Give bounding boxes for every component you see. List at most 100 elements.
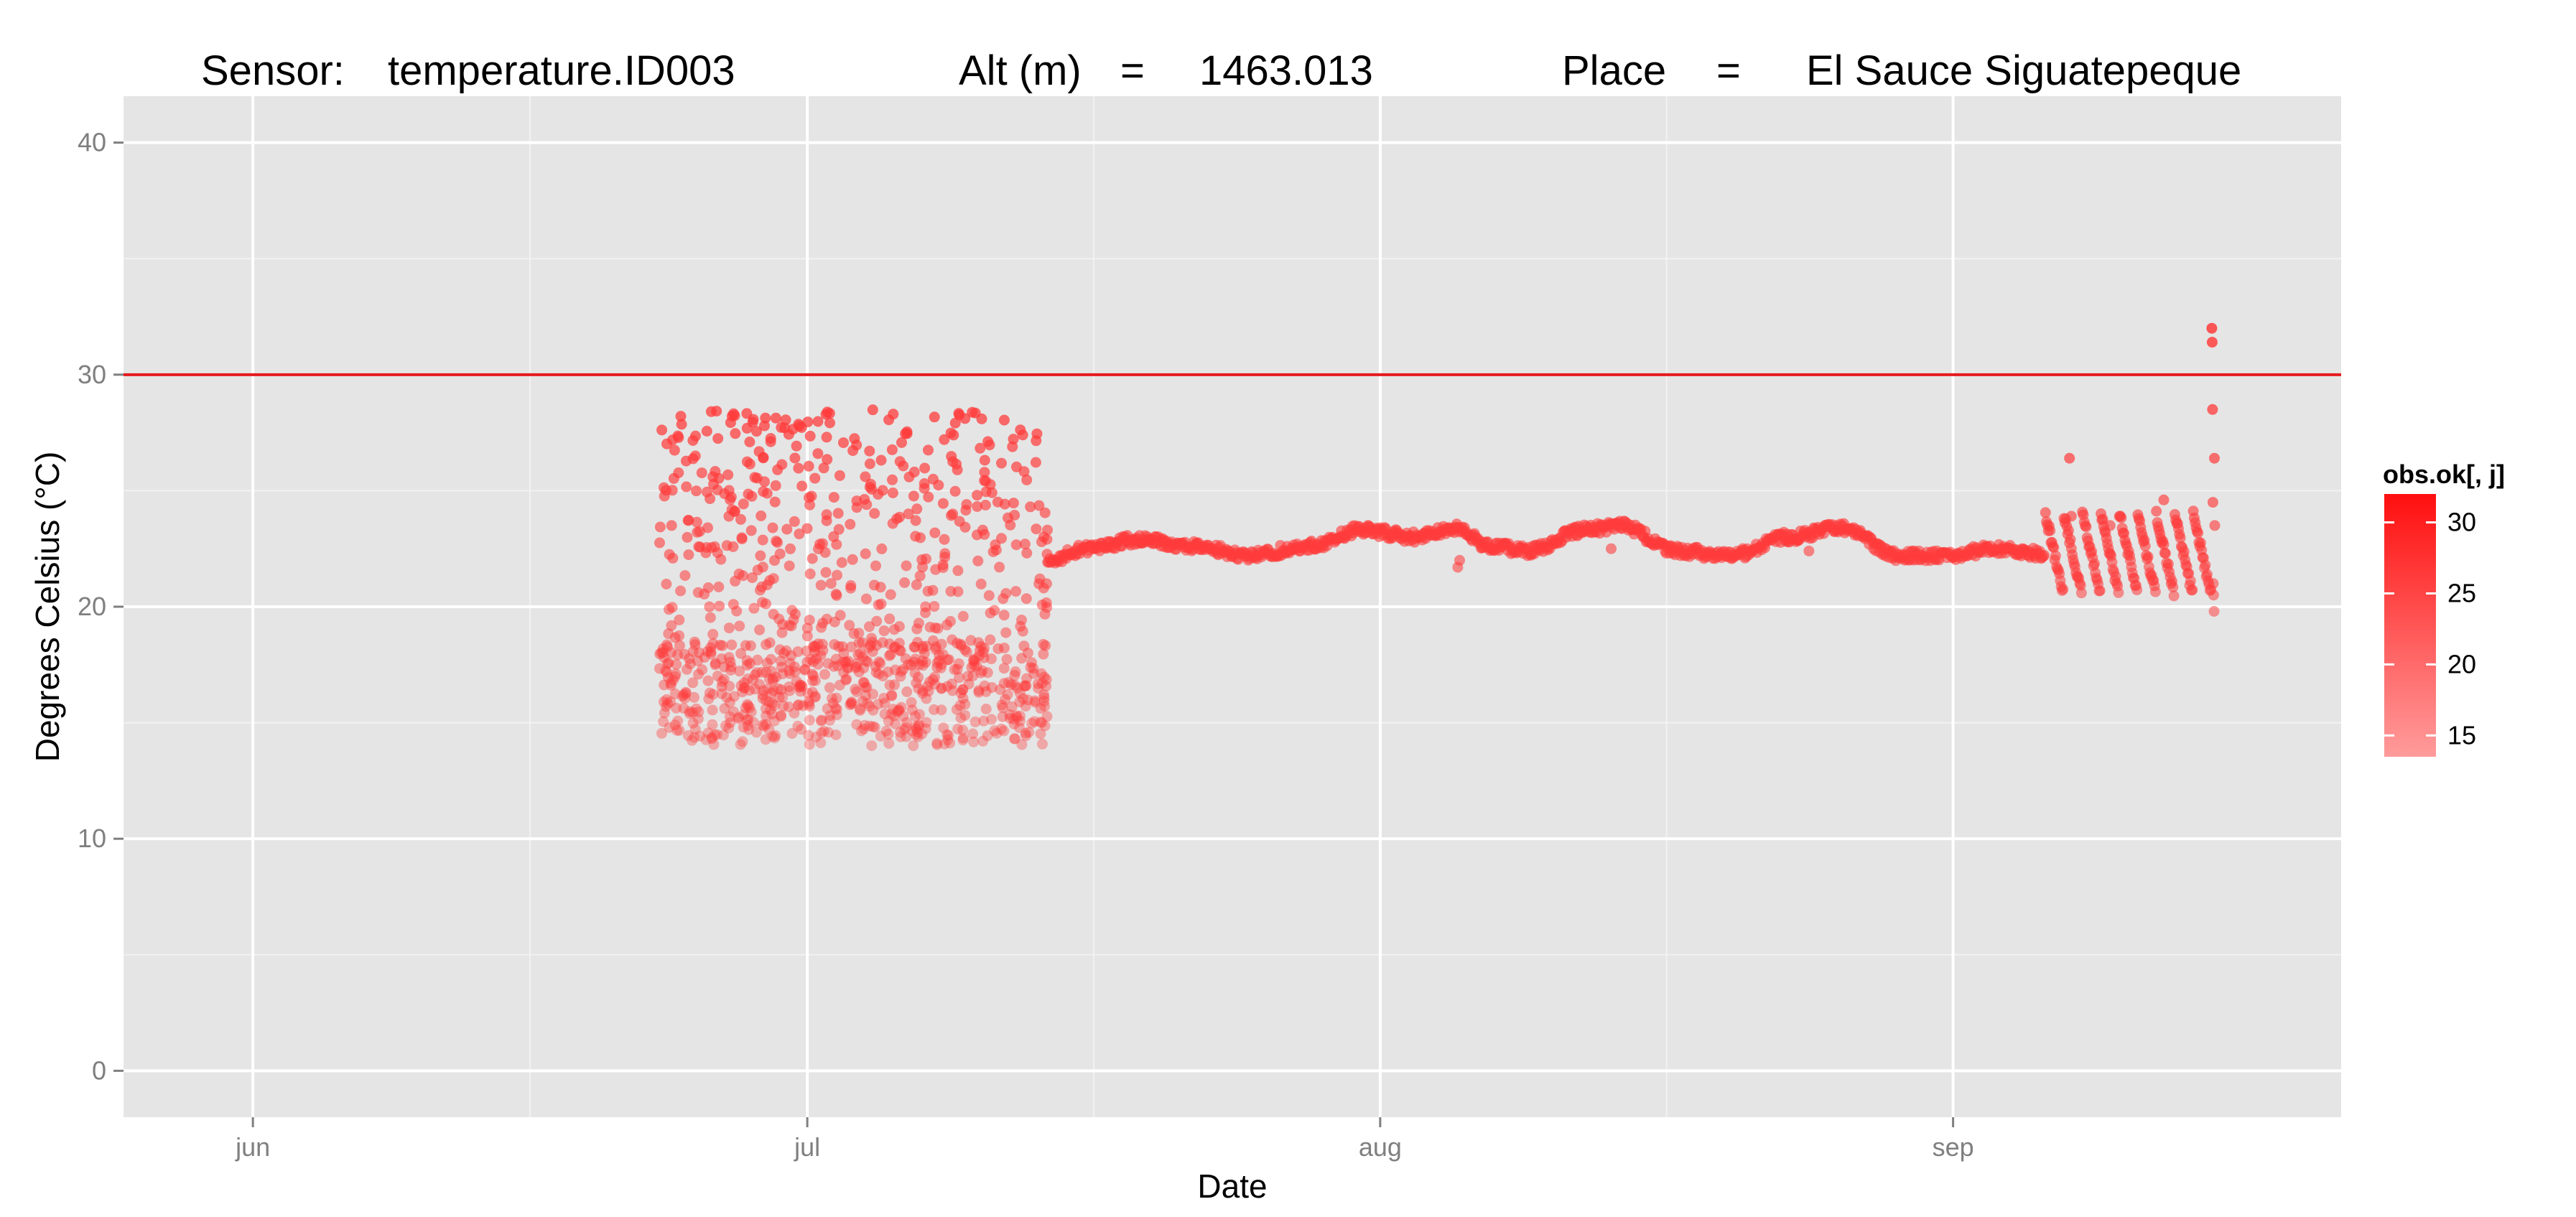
data-point [751,667,763,679]
data-point [702,645,713,657]
data-point [804,739,815,750]
data-point [728,691,740,702]
data-point [929,527,941,538]
data-point [767,675,778,686]
data-point [804,696,814,707]
data-point [2116,512,2127,523]
data-point [817,538,828,549]
y-axis-title: Degrees Celsius (°C) [29,452,66,763]
data-point [998,610,1010,621]
data-point [733,712,745,723]
data-point [885,709,897,720]
data-point [851,661,862,672]
data-point [941,619,952,630]
data-point [799,663,811,675]
data-point [707,638,719,649]
data-point [745,707,757,718]
data-point [702,675,714,686]
data-point [944,737,956,749]
data-point [931,661,943,673]
data-point [855,703,865,714]
data-point [2080,521,2092,533]
data-point [2208,578,2219,589]
data-point [1010,710,1022,722]
data-point [996,457,1007,469]
data-point [863,642,875,653]
data-point [957,693,969,704]
data-point [917,561,928,573]
data-point [1038,696,1050,707]
data-point [1033,500,1045,511]
data-point [857,651,869,663]
data-point [923,686,934,697]
data-point [957,732,969,744]
data-point [1021,673,1032,684]
data-point [955,640,967,651]
data-point [938,722,949,734]
data-point [851,719,862,730]
data-point [654,521,666,533]
data-point [1039,701,1051,712]
data-point [750,727,762,738]
data-point [920,723,931,735]
data-point [973,637,985,648]
data-point [989,725,1000,737]
data-point [2206,322,2218,334]
data-point [740,702,751,714]
data-point [674,640,685,651]
data-point [875,730,886,742]
data-point [932,623,944,634]
data-point [890,664,901,676]
data-point [879,697,891,709]
data-point [731,605,743,617]
data-point [947,679,958,689]
data-point [705,646,717,658]
data-point [1014,710,1026,722]
data-point [670,668,682,680]
data-point [1019,538,1031,550]
data-point [730,575,741,587]
data-point [911,623,923,635]
data-point [659,652,670,663]
data-point [727,541,739,552]
data-point [773,683,784,694]
data-point [692,656,704,666]
data-point [991,727,1003,739]
data-point [979,528,990,540]
data-point [937,649,949,661]
data-point [723,485,735,496]
data-point [758,486,769,498]
data-point [898,724,910,735]
data-point [831,692,842,704]
data-point [870,661,881,672]
data-point [929,679,941,690]
data-point [971,661,982,672]
data-point [983,590,995,601]
data-point [786,650,797,661]
data-point [2175,532,2186,544]
data-point [913,720,924,732]
data-point [972,490,983,501]
data-point [903,659,914,670]
data-point [954,516,965,527]
data-point [868,704,879,716]
data-point [1018,640,1030,652]
data-point [939,738,950,750]
title-sensor-label: Sensor: [201,47,345,94]
data-point [838,648,850,659]
data-point [934,655,945,666]
data-point [833,640,845,652]
data-point [992,496,1003,508]
data-point [857,676,869,688]
data-point [807,656,819,667]
data-point [691,485,702,497]
data-point [1008,498,1019,509]
data-point [707,628,719,640]
data-point [662,641,673,653]
data-point [675,411,687,422]
data-point [796,681,808,692]
data-point [829,639,840,651]
data-point [773,691,785,703]
data-point [1041,711,1053,722]
